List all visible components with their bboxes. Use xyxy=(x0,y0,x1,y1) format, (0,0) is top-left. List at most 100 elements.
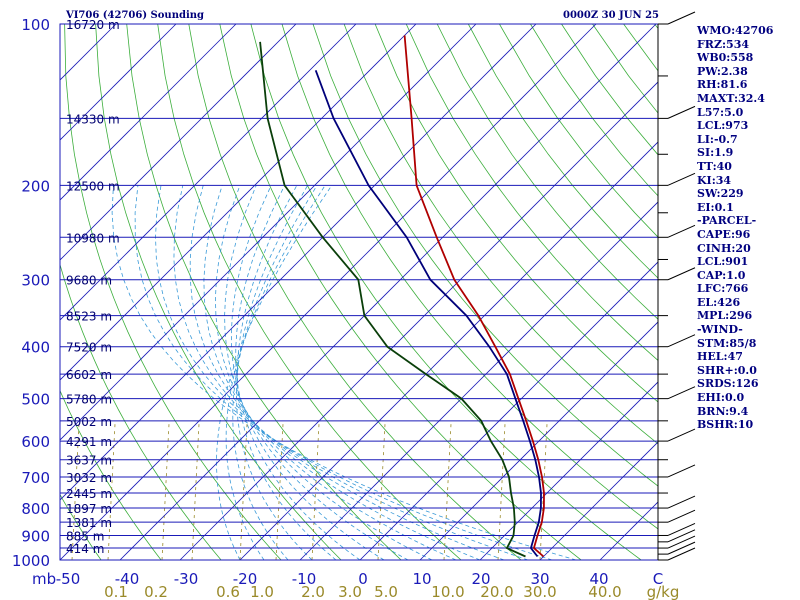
isotherm xyxy=(60,24,237,201)
index-item: -PARCEL- xyxy=(697,214,757,228)
height-label: 10980 m xyxy=(66,231,120,245)
mixing-ratio-line xyxy=(71,420,80,560)
isotherm xyxy=(179,81,658,560)
pressure-tick-label: 900 xyxy=(21,527,50,545)
index-item: L57:5.0 xyxy=(697,105,744,119)
mixing-ratio-label: 3.0 xyxy=(338,583,362,600)
height-label: 3032 m xyxy=(66,471,112,485)
wind-barb xyxy=(667,105,696,119)
index-item: LI:-0.7 xyxy=(697,132,738,146)
mixing-ratio-line xyxy=(497,420,506,560)
index-item: EI:0.1 xyxy=(697,200,734,214)
index-item: CAP:1.0 xyxy=(697,268,746,282)
index-item: SRDS:126 xyxy=(697,377,759,391)
isotherm xyxy=(60,24,597,560)
sounding-line xyxy=(314,69,542,558)
temperature-tick-label: 20 xyxy=(471,570,490,588)
height-label: 5780 m xyxy=(66,393,112,407)
wind-barb xyxy=(667,535,696,549)
moist-adiabat xyxy=(230,185,385,560)
wind-barb xyxy=(667,11,696,25)
index-item: LFC:766 xyxy=(697,282,749,296)
wind-barb xyxy=(667,529,696,543)
sounding-line xyxy=(259,41,526,558)
mixing-ratio-label: 2.0 xyxy=(301,583,325,600)
mixing-ratio-line xyxy=(239,420,248,560)
isotherm xyxy=(60,24,417,381)
temperature-tick-label: -20 xyxy=(233,570,258,588)
mixing-ratio-label: 0.1 xyxy=(104,583,128,600)
index-item: BRN:9.4 xyxy=(697,404,749,418)
isotherm xyxy=(60,24,477,441)
temperature-tick-label: -40 xyxy=(115,570,140,588)
height-label: 3637 m xyxy=(66,454,112,468)
moist-adiabat xyxy=(224,185,409,560)
wind-barb xyxy=(667,464,696,478)
isotherm xyxy=(419,321,658,560)
index-item: -WIND- xyxy=(697,323,743,337)
height-label: 9680 m xyxy=(66,274,112,288)
index-item: CINH:20 xyxy=(697,241,751,255)
wind-barb xyxy=(667,428,696,442)
pressure-tick-label: 400 xyxy=(21,339,50,357)
wind-barb xyxy=(667,509,696,523)
temperature-tick-label: 30 xyxy=(530,570,549,588)
chart-timestamp: 0000Z 30 JUN 25 xyxy=(563,10,660,21)
mixing-ratio-label: 20.0 xyxy=(480,583,513,600)
index-item: RH:81.6 xyxy=(697,78,748,92)
mixing-ratio-label: 0.2 xyxy=(144,583,168,600)
index-item: TT:40 xyxy=(697,159,732,173)
mixing-ratio-label: 1.0 xyxy=(250,583,274,600)
index-item: WMO:42706 xyxy=(697,24,774,37)
mixing-ratio-label: 5.0 xyxy=(374,583,398,600)
wind-barb xyxy=(667,334,696,348)
temperature-tick-label: -30 xyxy=(174,570,199,588)
index-item: WB0:558 xyxy=(697,51,754,65)
mixing-ratio-line xyxy=(539,420,548,560)
pressure-tick-label: 600 xyxy=(21,433,50,451)
temperature-tick-label: 0 xyxy=(358,570,368,588)
wind-barb xyxy=(667,386,696,400)
temperature-tick-label: 40 xyxy=(589,570,608,588)
height-label: 5002 m xyxy=(66,415,112,429)
mixing-ratio-unit: g/kg xyxy=(647,583,680,600)
wind-barb xyxy=(667,547,696,561)
wind-barb xyxy=(667,172,696,186)
height-label: 1897 m xyxy=(66,502,112,516)
mixing-ratio-line xyxy=(443,420,452,560)
wind-barb xyxy=(667,541,696,555)
index-item: MAXT:32.4 xyxy=(697,91,765,105)
chart-title: VI706 (42706) Sounding xyxy=(66,10,205,21)
pressure-tick-label: 100 xyxy=(21,16,50,34)
height-label: 414 m xyxy=(66,542,104,556)
mixing-ratio-line xyxy=(191,420,200,560)
temperature-tick-label: -50 xyxy=(56,570,81,588)
index-item: SW:229 xyxy=(697,187,744,201)
index-item: SI:1.9 xyxy=(697,146,734,160)
pressure-tick-label: 300 xyxy=(21,272,50,290)
index-item: SHR+:0.0 xyxy=(697,363,757,377)
index-item: LCL:901 xyxy=(697,255,749,269)
isotherm xyxy=(60,24,537,501)
mixing-ratio-line xyxy=(311,420,320,560)
temperature-tick-label: -10 xyxy=(292,570,317,588)
pressure-axis-label: mb xyxy=(32,570,56,588)
isotherm xyxy=(60,24,177,141)
index-item: CAPE:96 xyxy=(697,227,751,241)
height-label: 8523 m xyxy=(66,310,112,324)
height-label: 14330 m xyxy=(66,112,120,126)
index-item: EHI:0.0 xyxy=(697,391,745,405)
mixing-ratio-line xyxy=(275,420,284,560)
wind-barb xyxy=(667,495,696,509)
height-label: 7520 m xyxy=(66,341,112,355)
moist-adiabat xyxy=(155,185,529,560)
index-item: LCL:973 xyxy=(697,119,749,133)
height-label: 4291 m xyxy=(66,435,112,449)
pressure-tick-label: 200 xyxy=(21,177,50,195)
wind-barb xyxy=(667,523,696,536)
mixing-ratio-label: 30.0 xyxy=(523,583,556,600)
mixing-ratio-label: 10.0 xyxy=(431,583,464,600)
isotherm xyxy=(60,24,297,261)
isotherm xyxy=(539,441,658,560)
mixing-ratio-line xyxy=(377,420,386,560)
